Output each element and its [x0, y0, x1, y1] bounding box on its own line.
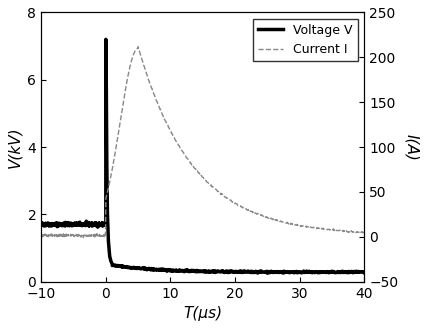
Legend: Voltage V, Current I: Voltage V, Current I — [253, 19, 358, 61]
Voltage V — [175, 269, 180, 273]
Voltage V — [256, 270, 261, 274]
Current I — [362, 230, 367, 234]
Voltage V — [58, 222, 63, 226]
Voltage V — [245, 270, 250, 274]
Y-axis label: I(A): I(A) — [404, 133, 419, 160]
Current I — [135, 45, 141, 49]
Current I — [86, 234, 91, 237]
Current I — [298, 224, 303, 228]
Line: Current I: Current I — [41, 47, 364, 237]
Line: Voltage V: Voltage V — [41, 39, 364, 273]
Voltage V — [362, 271, 367, 275]
Voltage V — [39, 222, 44, 226]
Current I — [39, 234, 44, 238]
X-axis label: T(μs): T(μs) — [183, 306, 222, 321]
Current I — [130, 57, 135, 61]
Voltage V — [103, 37, 108, 41]
Current I — [82, 232, 87, 236]
Current I — [81, 236, 86, 239]
Voltage V — [316, 270, 321, 274]
Voltage V — [248, 271, 253, 275]
Y-axis label: V(kV): V(kV) — [7, 126, 22, 168]
Current I — [255, 212, 260, 216]
Voltage V — [265, 271, 270, 275]
Current I — [300, 224, 305, 228]
